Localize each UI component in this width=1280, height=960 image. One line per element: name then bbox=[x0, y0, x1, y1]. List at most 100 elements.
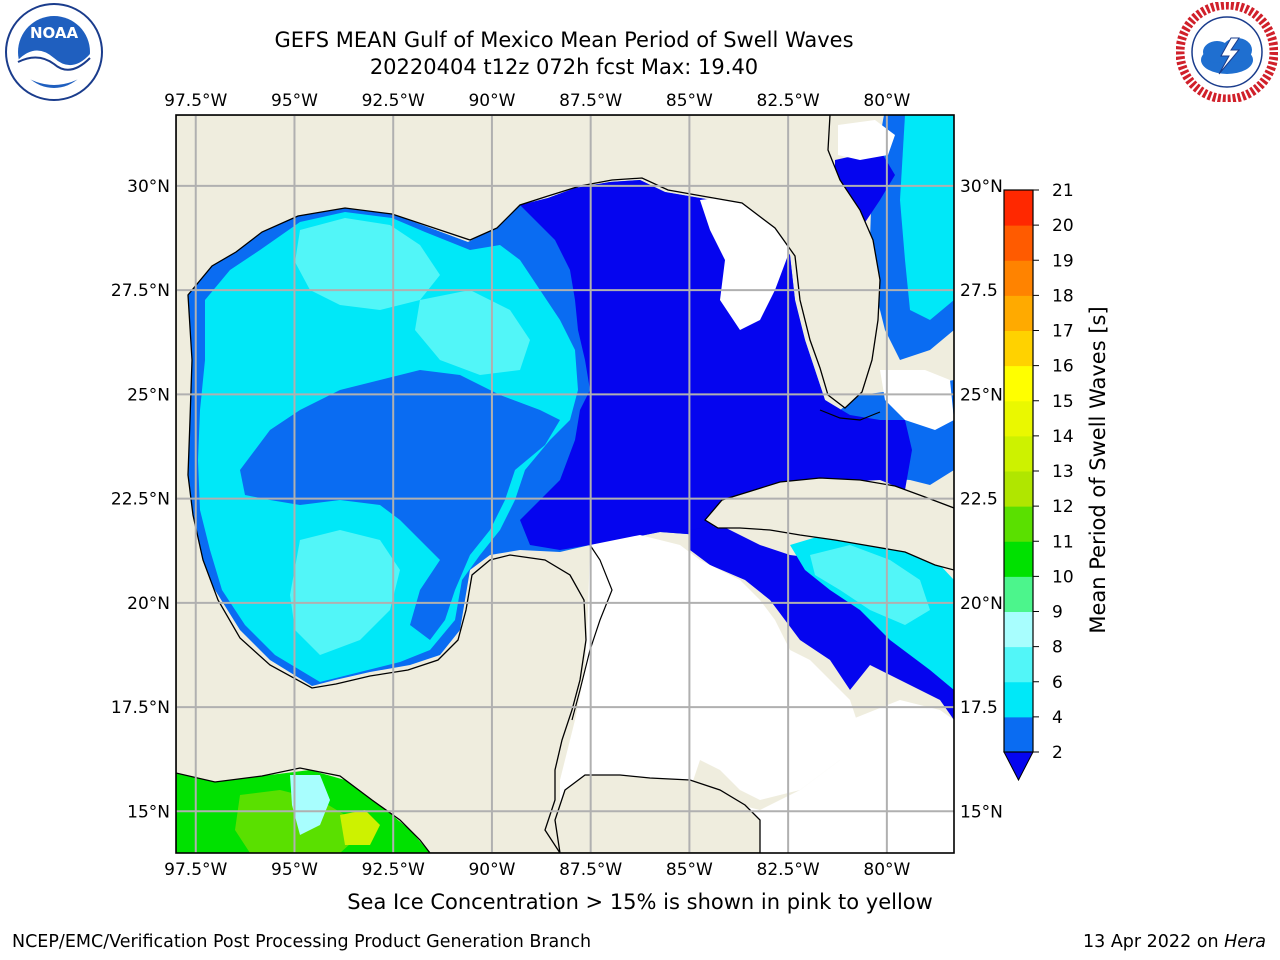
colorbar-segment bbox=[1004, 611, 1033, 648]
colorbar-tick-label: 17 bbox=[1052, 322, 1074, 342]
x-tick-label-top: 90°W bbox=[468, 91, 515, 111]
colorbar-segment bbox=[1004, 471, 1033, 507]
colorbar-segment bbox=[1004, 295, 1033, 331]
no-data-north-atlantic bbox=[838, 120, 895, 160]
pacific-swell-yellow bbox=[340, 810, 380, 845]
colorbar-tick-label: 19 bbox=[1052, 251, 1074, 271]
atlantic-strip-cyan bbox=[900, 115, 954, 320]
colorbar-extend-min bbox=[1003, 751, 1034, 782]
colorbar-tick-label: 2 bbox=[1052, 743, 1063, 763]
no-data-yucatan-channel bbox=[560, 535, 860, 853]
footer-date-text: 13 Apr 2022 on bbox=[1083, 932, 1225, 952]
footer-host: Hera bbox=[1224, 932, 1266, 952]
sea-ice-note: Sea Ice Concentration > 15% is shown in … bbox=[347, 890, 933, 914]
colorbar-segment bbox=[1004, 541, 1033, 577]
colorbar-tick-label: 4 bbox=[1052, 708, 1063, 728]
colorbar-tick-label: 16 bbox=[1052, 357, 1074, 377]
colorbar-segment bbox=[1004, 646, 1033, 683]
x-tick-label-top: 92.5°W bbox=[362, 91, 425, 111]
y-tick-label-right: 20°N bbox=[960, 594, 1003, 614]
colorbar-tick-label: 10 bbox=[1052, 567, 1074, 587]
colorbar-segment bbox=[1004, 506, 1033, 542]
colorbar-segment bbox=[1004, 716, 1033, 753]
x-tick-label-bottom: 95°W bbox=[271, 860, 318, 880]
map-frame-content bbox=[176, 115, 954, 853]
x-tick-label-top: 80°W bbox=[863, 91, 910, 111]
land-florida-keys bbox=[819, 409, 881, 421]
chart-subtitle: 20220404 t12z 072h fcst Max: 19.40 bbox=[369, 55, 759, 79]
x-tick-label-bottom: 85°W bbox=[666, 860, 713, 880]
period-lt-2-east-gulf bbox=[520, 180, 912, 550]
x-tick-label-bottom: 90°W bbox=[468, 860, 515, 880]
colorbar-segment bbox=[1004, 576, 1033, 612]
colorbar-segment bbox=[1004, 260, 1033, 296]
y-tick-label-left: 15°N bbox=[127, 802, 170, 822]
colorbar-tick-label: 15 bbox=[1052, 392, 1074, 412]
colorbar-tick-label: 12 bbox=[1052, 497, 1074, 517]
colorbar-tick-label: 6 bbox=[1052, 673, 1063, 693]
period-2-4-band bbox=[240, 370, 560, 640]
colorbar-segment bbox=[1004, 400, 1033, 437]
y-tick-label-left: 30°N bbox=[127, 177, 170, 197]
colorbar-tick-label: 9 bbox=[1052, 603, 1063, 623]
map-frame bbox=[175, 114, 955, 854]
land-yucatan-coast bbox=[571, 544, 613, 721]
colorbar-tick-label: 21 bbox=[1052, 181, 1074, 201]
y-tick-label-left: 22.5°N bbox=[111, 490, 170, 510]
y-tick-label-right: 27.5 bbox=[960, 281, 998, 301]
colorbar-tick-label: 20 bbox=[1052, 216, 1074, 236]
land-central-america bbox=[554, 774, 761, 853]
period-6-8-patch-south bbox=[290, 530, 400, 655]
nws-logo bbox=[1176, 2, 1278, 102]
y-tick-label-left: 20°N bbox=[127, 594, 170, 614]
footer-date: 13 Apr 2022 on Hera bbox=[1083, 932, 1266, 952]
y-tick-label-right: 30°N bbox=[960, 177, 1003, 197]
no-data-south-caribbean bbox=[760, 700, 954, 853]
y-tick-label-left: 25°N bbox=[127, 385, 170, 405]
colorbar: 2 4 6 8 9 10 11 12 13 14 15 16 17 18 19 20 21 bbox=[1003, 181, 1074, 782]
y-tick-label-left: 17.5°N bbox=[111, 698, 170, 718]
colorbar-label: Mean Period of Swell Waves [s] bbox=[1086, 306, 1110, 634]
x-tick-label-bottom: 97.5°W bbox=[164, 860, 227, 880]
x-tick-label-top: 97.5°W bbox=[164, 91, 227, 111]
colorbar-tick-label: 8 bbox=[1052, 638, 1063, 658]
colorbar-segment bbox=[1004, 225, 1033, 261]
period-6-8-patch-north bbox=[415, 290, 530, 375]
noaa-logo-text: NOAA bbox=[30, 24, 79, 42]
x-tick-label-top: 87.5°W bbox=[559, 91, 622, 111]
x-tick-label-top: 85°W bbox=[666, 91, 713, 111]
y-tick-label-right: 22.5 bbox=[960, 490, 998, 510]
caribbean-lightcyan bbox=[810, 545, 930, 625]
x-tick-label-top: 82.5°W bbox=[757, 91, 820, 111]
colorbar-segment bbox=[1004, 365, 1033, 402]
colorbar-segment bbox=[1004, 681, 1033, 718]
colorbar-tick-label: 14 bbox=[1052, 427, 1074, 447]
x-tick-label-bottom: 82.5°W bbox=[757, 860, 820, 880]
noaa-logo: NOAA bbox=[5, 3, 103, 101]
y-tick-label-right: 15°N bbox=[960, 802, 1003, 822]
x-tick-label-bottom: 92.5°W bbox=[362, 860, 425, 880]
colorbar-tick-label: 13 bbox=[1052, 462, 1074, 482]
land-mexico-west bbox=[176, 115, 881, 853]
colorbar-segment bbox=[1004, 435, 1033, 472]
x-tick-label-bottom: 80°W bbox=[863, 860, 910, 880]
y-tick-label-right: 17.5 bbox=[960, 698, 998, 718]
period-6-8-patch-west bbox=[295, 218, 440, 310]
colorbar-segment bbox=[1004, 330, 1033, 367]
x-tick-label-bottom: 87.5°W bbox=[559, 860, 622, 880]
footer-credit: NCEP/EMC/Verification Post Processing Pr… bbox=[12, 932, 592, 952]
no-data-cuba-north bbox=[880, 370, 954, 430]
no-data-florida-bay bbox=[700, 195, 790, 330]
y-tick-label-right: 25°N bbox=[960, 385, 1003, 405]
pacific-swell-cyan bbox=[290, 775, 330, 835]
y-tick-label-left: 27.5°N bbox=[111, 281, 170, 301]
x-tick-label-top: 95°W bbox=[271, 91, 318, 111]
chart-title: GEFS MEAN Gulf of Mexico Mean Period of … bbox=[274, 28, 854, 52]
colorbar-tick-label: 11 bbox=[1052, 532, 1074, 552]
axis-tick-labels: 97.5°W 97.5°W 95°W 95°W 92.5°W 92.5°W 90°W 90°W… bbox=[111, 91, 1003, 880]
gridlines bbox=[176, 115, 954, 853]
colorbar-segment bbox=[1004, 190, 1033, 226]
land-cuba bbox=[704, 477, 954, 571]
colorbar-tick-label: 18 bbox=[1052, 286, 1074, 306]
